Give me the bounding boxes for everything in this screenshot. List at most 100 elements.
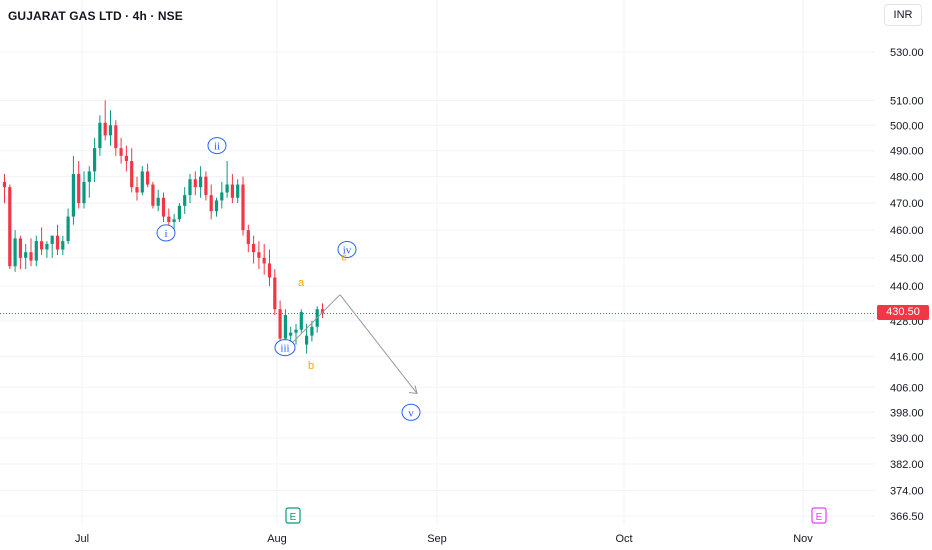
candle-body xyxy=(140,171,144,193)
candle-body xyxy=(156,197,160,206)
candle-body xyxy=(18,238,22,258)
candle-body xyxy=(246,230,250,244)
price-tick-label: 480.00 xyxy=(890,172,924,184)
candle-body xyxy=(71,174,75,217)
candle-body xyxy=(130,161,134,188)
abc-wave-label: c xyxy=(341,252,347,264)
price-tick-label: 390.00 xyxy=(890,433,924,445)
candlestick-series xyxy=(2,100,325,354)
projection-arrowhead xyxy=(408,385,418,395)
time-tick-label: Nov xyxy=(793,533,813,545)
candle-body xyxy=(98,122,102,149)
candle-body xyxy=(119,148,123,156)
abc-wave-label: b xyxy=(308,360,314,372)
candle-body xyxy=(320,309,325,314)
candle-body xyxy=(167,216,171,223)
candle-body xyxy=(283,315,287,339)
candle-body xyxy=(188,179,192,196)
price-tick-label: 382.00 xyxy=(890,459,924,471)
candle-body xyxy=(161,197,166,217)
earnings-marker-past xyxy=(285,507,301,524)
price-tick-label: 406.00 xyxy=(890,382,924,394)
candle-body xyxy=(108,125,113,136)
projection-line-up xyxy=(287,294,341,348)
candle-body xyxy=(82,181,86,204)
candle-body xyxy=(310,326,314,336)
candle-body xyxy=(77,174,81,204)
candle-body xyxy=(236,184,240,198)
price-tick-label: 398.00 xyxy=(890,407,924,419)
candle-body xyxy=(225,184,229,193)
candle-body xyxy=(146,171,150,185)
price-tick-label: 500.00 xyxy=(890,120,924,132)
currency-button[interactable]: INR xyxy=(884,4,922,26)
price-tick-label: 440.00 xyxy=(890,281,924,293)
candle-body xyxy=(262,257,266,264)
candle-body xyxy=(172,219,176,223)
wave-label: i xyxy=(164,228,167,240)
price-tick-label: 530.00 xyxy=(890,47,924,59)
candle-body xyxy=(66,216,70,242)
price-tick-label: 490.00 xyxy=(890,146,924,158)
wave-label: iii xyxy=(280,343,289,355)
candle-body xyxy=(24,252,28,258)
candle-body xyxy=(151,184,155,206)
wave-label: ii xyxy=(214,141,220,153)
wave-label-circle xyxy=(156,224,176,242)
candle-body xyxy=(294,329,298,333)
wave-label-circle xyxy=(274,339,296,357)
time-tick-label: Oct xyxy=(615,533,632,545)
price-tick-label: 510.00 xyxy=(890,95,924,107)
candle-body xyxy=(241,184,245,231)
candle-body xyxy=(177,205,181,220)
candle-body xyxy=(252,243,256,253)
time-tick-label: Sep xyxy=(427,533,447,545)
candle-body xyxy=(13,238,17,267)
candle-body xyxy=(305,335,309,345)
candle-body xyxy=(135,187,139,193)
candle-body xyxy=(8,187,12,267)
wave-label: iv xyxy=(343,244,352,256)
time-tick-label: Aug xyxy=(267,533,287,545)
candle-body xyxy=(183,195,187,206)
earnings-marker-upcoming xyxy=(811,507,827,524)
price-axis: 530.00 510.00 500.00 490.00 480.00 470.00 460.… xyxy=(890,47,924,523)
symbol-title[interactable]: GUJARAT GAS LTD · 4h · NSE xyxy=(8,9,183,23)
candle-body xyxy=(278,309,282,339)
candle-body xyxy=(267,263,272,278)
candle-body xyxy=(273,277,277,310)
wave-label-circle xyxy=(337,240,357,258)
candle-body xyxy=(193,179,197,188)
wave-label-circle xyxy=(207,137,227,155)
earnings-marker-label: E xyxy=(816,512,823,523)
candle-body xyxy=(40,241,44,250)
candle-body xyxy=(230,184,234,198)
price-tick-label: 374.00 xyxy=(890,486,924,498)
price-tick-label: 416.00 xyxy=(890,352,924,364)
candle-body xyxy=(220,192,224,201)
wave-label: v xyxy=(408,407,414,419)
candle-body xyxy=(257,252,261,258)
price-tick-label: 366.50 xyxy=(890,511,924,523)
candle-body xyxy=(103,122,107,136)
candle-body xyxy=(50,235,54,244)
time-axis: Jul Aug Sep Oct Nov xyxy=(75,533,813,545)
earnings-marker-label: E xyxy=(290,512,297,523)
projection-line-down xyxy=(339,294,418,394)
candle-body xyxy=(199,176,203,188)
price-tick-label: 460.00 xyxy=(890,225,924,237)
candle-body xyxy=(124,155,128,162)
candle-body xyxy=(93,148,97,172)
candle-body xyxy=(289,332,293,336)
candle-body xyxy=(214,200,219,212)
chart-grid xyxy=(0,0,875,525)
abc-wave-label: a xyxy=(298,277,305,289)
candle-body xyxy=(114,125,118,149)
candle-body xyxy=(45,243,49,250)
last-price-tag: 430.50 xyxy=(877,305,929,320)
candle-body xyxy=(55,235,60,250)
wave-label-circle xyxy=(401,403,421,421)
